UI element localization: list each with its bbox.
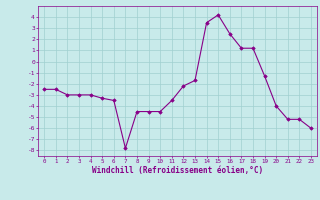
- X-axis label: Windchill (Refroidissement éolien,°C): Windchill (Refroidissement éolien,°C): [92, 166, 263, 175]
